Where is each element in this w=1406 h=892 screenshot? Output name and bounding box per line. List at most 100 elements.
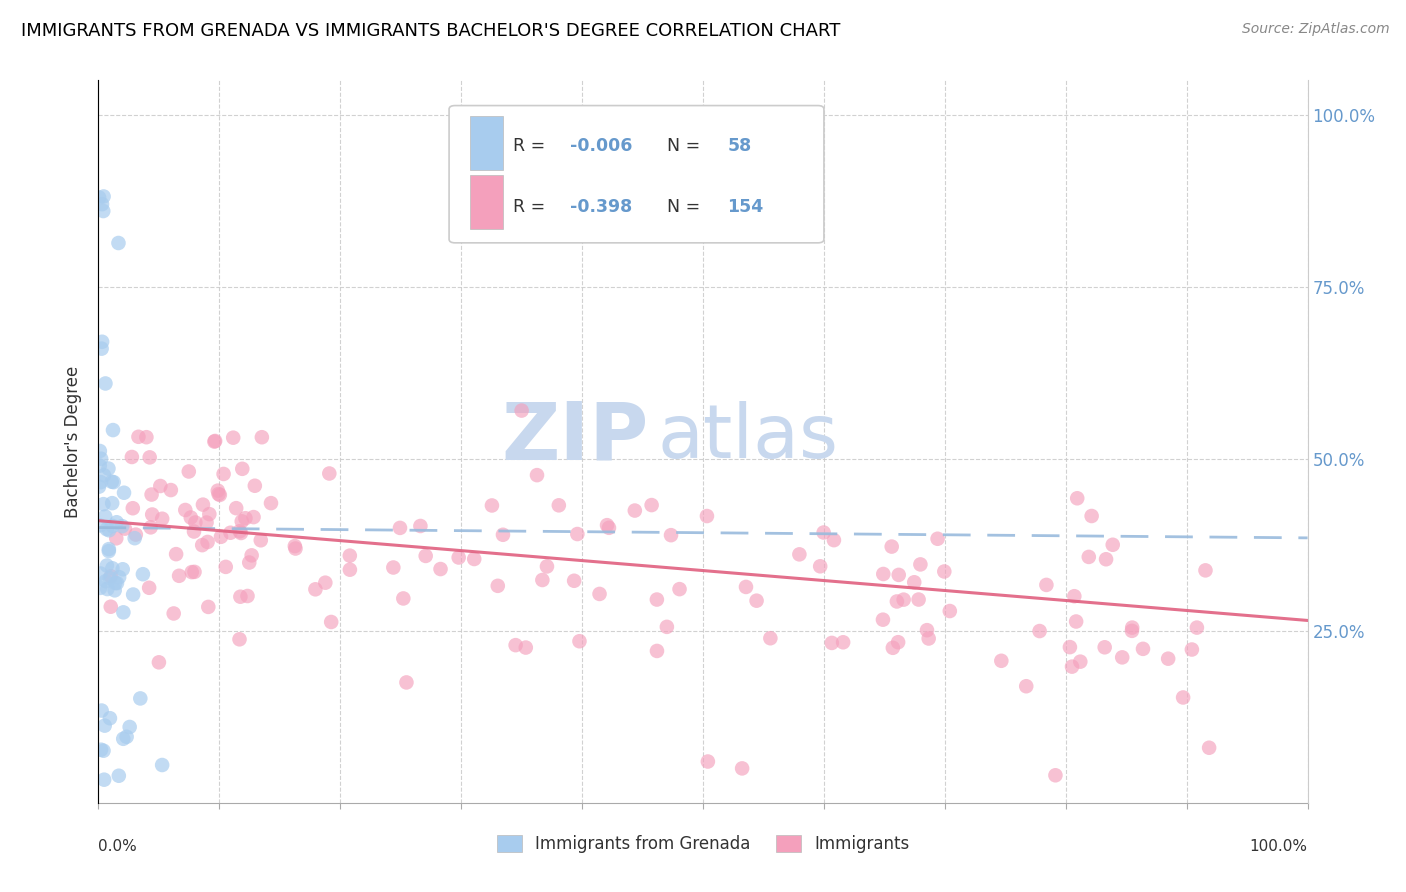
Point: [228, 524, 250, 539]
Point: [492, 528, 515, 542]
Point: [180, 510, 202, 524]
Point: [645, 592, 668, 607]
Point: [96, 558, 118, 573]
Point: [139, 520, 162, 534]
Point: [934, 565, 956, 579]
Point: [821, 636, 844, 650]
Point: [101, 496, 124, 510]
Point: [304, 582, 326, 597]
Point: [415, 549, 437, 563]
Point: [184, 516, 207, 530]
Point: [160, 483, 183, 497]
Point: [129, 691, 152, 706]
Point: [1121, 624, 1143, 638]
Point: [138, 581, 160, 595]
Point: [236, 589, 259, 603]
Point: [927, 532, 949, 546]
Point: [562, 574, 585, 588]
Point: [90, 475, 112, 490]
Point: [225, 501, 247, 516]
Point: [872, 566, 894, 581]
Point: [990, 654, 1012, 668]
Text: N =: N =: [666, 136, 706, 154]
Point: [1095, 552, 1118, 566]
Point: [89, 518, 111, 533]
Text: -0.006: -0.006: [569, 136, 633, 154]
Point: [515, 640, 537, 655]
Point: [135, 430, 157, 444]
Point: [90, 342, 112, 356]
Point: [222, 431, 245, 445]
Point: [249, 533, 271, 548]
Point: [882, 640, 904, 655]
Point: [284, 539, 307, 553]
Point: [174, 503, 197, 517]
FancyBboxPatch shape: [449, 105, 824, 243]
Point: [1132, 641, 1154, 656]
Point: [228, 632, 250, 647]
Point: [1080, 508, 1102, 523]
Point: [668, 582, 690, 596]
Point: [447, 550, 470, 565]
Point: [98, 523, 121, 537]
Point: [96, 582, 118, 596]
Point: [89, 458, 111, 473]
Point: [1194, 563, 1216, 577]
Point: [880, 540, 903, 554]
Point: [284, 541, 307, 556]
Point: [104, 576, 127, 591]
Point: [138, 450, 160, 465]
Point: [1063, 589, 1085, 603]
Point: [105, 531, 128, 545]
Point: [115, 730, 138, 744]
Point: [759, 631, 782, 645]
Point: [167, 569, 190, 583]
Point: [318, 467, 340, 481]
Point: [567, 527, 589, 541]
Point: [813, 525, 835, 540]
Point: [1171, 690, 1194, 705]
Point: [640, 498, 662, 512]
Text: 100.0%: 100.0%: [1250, 838, 1308, 854]
Text: 0.0%: 0.0%: [98, 838, 138, 854]
Point: [111, 562, 134, 576]
Text: 154: 154: [727, 198, 763, 216]
Point: [526, 468, 548, 483]
Point: [215, 560, 238, 574]
Point: [886, 594, 908, 608]
Point: [915, 623, 938, 637]
Point: [100, 569, 122, 583]
Point: [655, 620, 678, 634]
Point: [105, 576, 128, 591]
Point: [91, 334, 114, 349]
Point: [659, 528, 682, 542]
Point: [90, 704, 112, 718]
Point: [1059, 640, 1081, 654]
Point: [832, 635, 855, 649]
Point: [250, 430, 273, 444]
Point: [111, 519, 134, 533]
Point: [260, 496, 283, 510]
Point: [409, 519, 432, 533]
Point: [910, 558, 932, 572]
Point: [165, 547, 187, 561]
Point: [231, 514, 253, 528]
Point: [887, 635, 910, 649]
Point: [105, 515, 128, 529]
Point: [96, 522, 118, 536]
Point: [382, 560, 405, 574]
Point: [1094, 640, 1116, 655]
Point: [1066, 491, 1088, 506]
Point: [463, 552, 485, 566]
Point: [903, 575, 925, 590]
Point: [624, 503, 647, 517]
Point: [118, 720, 141, 734]
Point: [125, 527, 148, 541]
Point: [90, 451, 112, 466]
Point: [229, 526, 252, 541]
Point: [1198, 740, 1220, 755]
Point: [183, 565, 205, 579]
Point: [114, 522, 136, 536]
Point: [1064, 615, 1087, 629]
Point: [531, 573, 554, 587]
